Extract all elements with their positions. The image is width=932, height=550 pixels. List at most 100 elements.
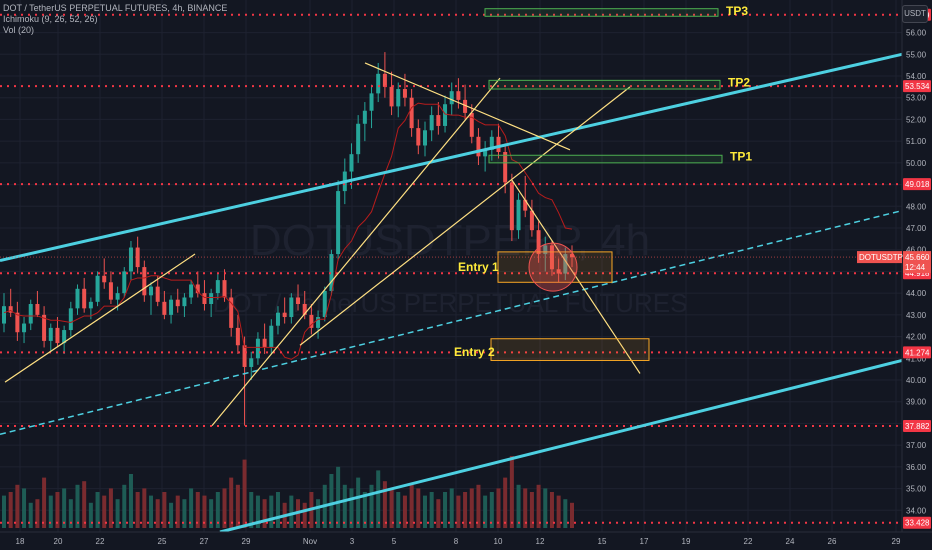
candle-body [115, 293, 120, 300]
candle-body [128, 247, 133, 272]
x-tick-label: 29 [242, 537, 251, 546]
volume-bar [369, 484, 374, 528]
candle-body [269, 325, 274, 348]
y-tick-label: 42.00 [906, 333, 927, 342]
candle-body [463, 99, 468, 113]
symbol-title[interactable]: DOT / TetherUS PERPETUAL FUTURES, 4h, BI… [3, 3, 228, 13]
candles [1, 52, 575, 426]
y-tick-label: 41.00 [906, 354, 927, 363]
indicator-ichimoku-label[interactable]: Ichimoku (9, 26, 52, 26) [3, 14, 98, 24]
x-tick-label: 19 [682, 537, 691, 546]
target-zone-box [488, 154, 723, 164]
candle-body [209, 293, 214, 304]
volume-bar [496, 488, 501, 528]
y-tick-label: 54.00 [906, 72, 927, 81]
candle-body [289, 297, 294, 318]
candle-body [1, 306, 7, 324]
x-tick-label: 29 [892, 537, 901, 546]
candle-body [162, 301, 167, 315]
volume-bar [429, 492, 434, 528]
candle-body [529, 210, 534, 231]
volume-bar [88, 502, 93, 528]
x-tick-label: 20 [54, 537, 63, 546]
level-price-tag [903, 516, 931, 529]
volume-bar [342, 484, 347, 528]
level-price-text: 41.274 [905, 348, 930, 357]
volume-bar [55, 492, 60, 528]
candle-body [149, 286, 154, 296]
candle-body [155, 286, 160, 302]
candle-body [336, 191, 341, 255]
currency-badge[interactable]: USDT [902, 5, 928, 23]
volume-bar [215, 492, 220, 528]
x-tick-label: 12 [536, 537, 545, 546]
volume-bar [269, 495, 274, 528]
y-tick-label: 55.00 [906, 50, 927, 59]
candle-body [202, 293, 207, 304]
candle-body [449, 91, 454, 105]
candle-body [322, 290, 327, 318]
time-axis [0, 532, 932, 550]
candle-body [476, 136, 481, 157]
volume-bar [28, 502, 33, 528]
volume-bar [135, 492, 140, 528]
candle-body [329, 254, 334, 291]
y-tick-label: 52.00 [906, 115, 927, 124]
volume-bar [449, 488, 454, 528]
candle-body [523, 199, 528, 211]
volume-bar [202, 495, 207, 528]
volume-bar [536, 484, 541, 528]
volume-bar [249, 492, 254, 528]
volume-bar [68, 499, 73, 528]
volume-bar [175, 495, 180, 528]
candle-body [362, 110, 367, 124]
volume-bar [22, 488, 27, 528]
last-price-symbol: DOTUSDTPERP [859, 253, 919, 262]
annotation-label: TP3 [726, 4, 748, 18]
volume-bar [1, 495, 7, 528]
volume-bar [556, 495, 561, 528]
indicator-volume-label[interactable]: Vol (20) [3, 25, 35, 35]
annotation-labels: TP3 TP2 TP1 Entry 1 Entry 2 [454, 4, 752, 359]
candle-body [88, 301, 93, 309]
candle-body [422, 130, 427, 146]
x-tick-label: 25 [158, 537, 167, 546]
level-price-tag [903, 346, 931, 359]
chart-legend: DOT / TetherUS PERPETUAL FUTURES, 4h, BI… [3, 3, 227, 36]
trend-line-upper [0, 52, 903, 263]
volume-bar [549, 492, 554, 528]
candle-body [376, 73, 381, 94]
candle-body [382, 73, 387, 87]
candle-body [55, 327, 60, 344]
candle-body [569, 254, 575, 258]
candle-body [302, 304, 307, 315]
candle-body [262, 338, 267, 348]
y-tick-label: 56.00 [906, 29, 927, 38]
volume-bar [255, 495, 260, 528]
candle-body [389, 86, 394, 107]
candle-body [316, 317, 321, 328]
y-tick-label: 51.00 [906, 137, 927, 146]
y-tick-label: 40.00 [906, 376, 927, 385]
volume-bar [436, 499, 441, 528]
annotation-label: TP1 [730, 149, 752, 163]
candle-body [396, 89, 401, 107]
volume-bar [489, 492, 494, 528]
volume-bar [195, 492, 200, 528]
candle-body [489, 136, 494, 150]
volume-bar [102, 495, 107, 528]
x-tick-label: 22 [744, 537, 753, 546]
candle-body [235, 327, 240, 346]
candle-body [195, 284, 200, 294]
volume-bar [242, 459, 247, 528]
target-zone-box [488, 79, 721, 90]
candle-body [409, 97, 414, 129]
candle-body [443, 104, 448, 126]
candle-body [416, 128, 421, 146]
volume-bar [189, 488, 194, 528]
candle-body [48, 327, 53, 341]
volume-bar [42, 477, 47, 528]
